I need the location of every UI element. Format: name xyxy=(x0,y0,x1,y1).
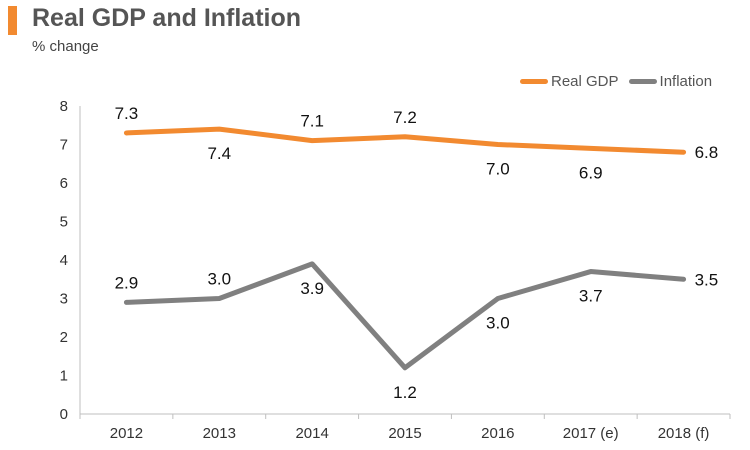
gdp-data-label: 7.3 xyxy=(115,104,139,123)
chart-title: Real GDP and Inflation xyxy=(32,4,302,32)
legend-item-gdp: Real GDP xyxy=(520,73,619,90)
x-tick-label: 2012 xyxy=(110,425,143,442)
legend-label-gdp: Real GDP xyxy=(551,73,619,90)
x-tick-label: 2013 xyxy=(203,425,236,442)
legend: Real GDP Inflation xyxy=(520,73,722,90)
inflation-data-label: 3.5 xyxy=(695,270,719,289)
title-accent-bar xyxy=(8,6,17,35)
legend-swatch-inflation xyxy=(628,79,657,84)
y-tick-label: 4 xyxy=(60,252,68,269)
inflation-data-label: 3.0 xyxy=(207,270,231,289)
inflation-series-line xyxy=(123,261,687,371)
inflation-data-label: 3.7 xyxy=(579,287,603,306)
y-tick-label: 6 xyxy=(60,175,68,192)
inflation-data-label: 1.2 xyxy=(393,383,417,402)
gdp-data-label: 7.0 xyxy=(486,160,510,179)
gdp-data-label: 7.4 xyxy=(207,144,231,163)
y-tick-label: 3 xyxy=(60,291,68,308)
gdp-data-label: 6.9 xyxy=(579,163,603,182)
chart-subtitle: % change xyxy=(32,38,99,55)
inflation-data-label: 2.9 xyxy=(115,273,139,292)
y-tick-label: 8 xyxy=(60,98,68,115)
legend-swatch-gdp xyxy=(520,79,548,84)
inflation-data-label: 3.9 xyxy=(300,279,324,298)
inflation-data-label: 3.0 xyxy=(486,314,510,333)
gdp-series-line xyxy=(123,126,687,155)
x-tick-label: 2015 xyxy=(388,425,421,442)
y-tick-label: 1 xyxy=(60,368,68,385)
x-tick-label: 2018 (f) xyxy=(658,425,710,442)
x-tick-label: 2017 (e) xyxy=(563,425,619,442)
gdp-data-label: 7.2 xyxy=(393,108,417,127)
gdp-data-label: 7.1 xyxy=(300,112,324,131)
y-tick-label: 2 xyxy=(60,329,68,346)
legend-item-inflation: Inflation xyxy=(628,73,713,90)
y-tick-label: 5 xyxy=(60,214,68,231)
legend-label-inflation: Inflation xyxy=(659,73,713,90)
x-tick-label: 2016 xyxy=(481,425,514,442)
x-tick-label: 2014 xyxy=(295,425,328,442)
y-tick-label: 0 xyxy=(60,406,68,423)
gdp-data-label: 6.8 xyxy=(695,143,719,162)
y-tick-label: 7 xyxy=(60,137,68,154)
